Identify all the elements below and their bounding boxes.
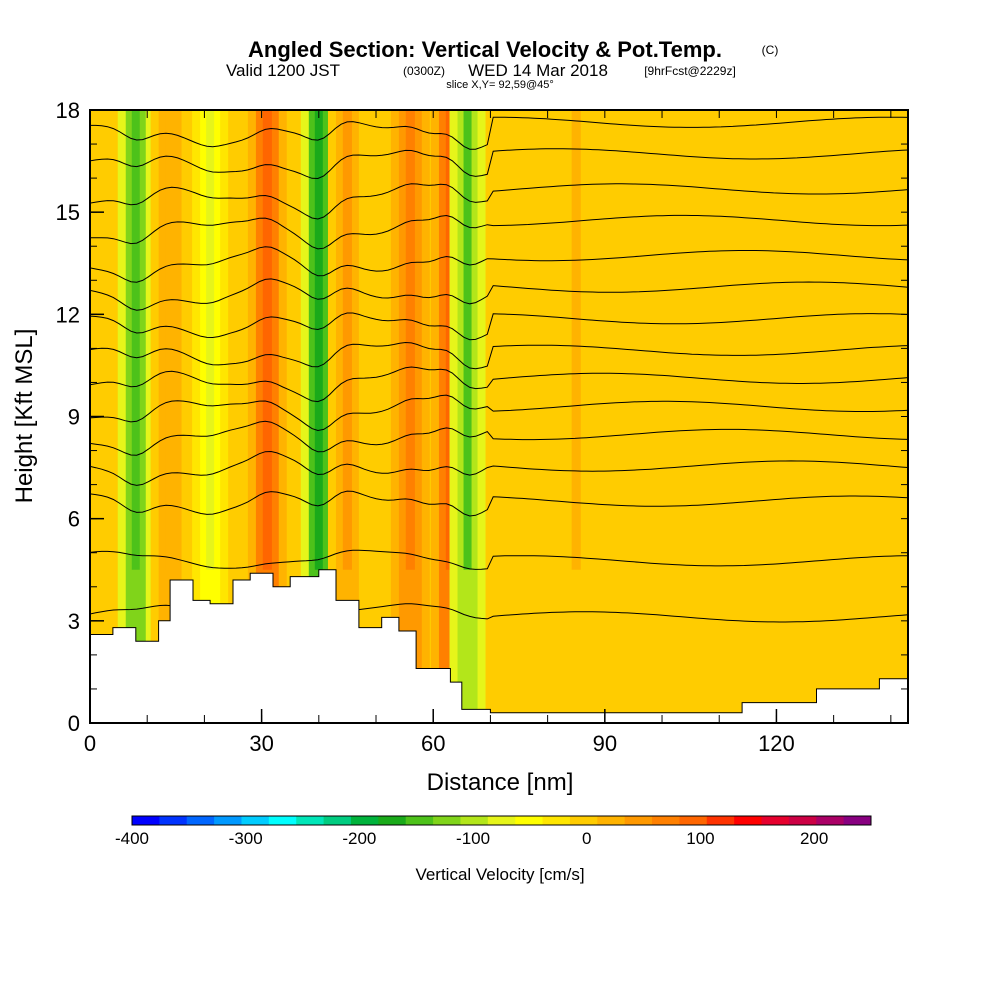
colorbar-swatch <box>268 816 297 825</box>
isotherm-line <box>90 450 908 486</box>
colorbar-swatch <box>159 816 188 825</box>
colorbar-tick-label: -100 <box>456 829 490 848</box>
colorbar-tick-label: -400 <box>115 829 149 848</box>
isotherm-line <box>90 214 908 250</box>
colorbar-swatch <box>132 816 160 825</box>
colorbar-swatch <box>323 816 352 825</box>
velocity-band-peak <box>342 110 352 570</box>
y-tick-label: 12 <box>56 302 80 327</box>
velocity-band-peak <box>262 110 272 570</box>
velocity-band-peak <box>131 110 140 570</box>
isotherm-line <box>90 549 908 570</box>
colorbar-swatch <box>761 816 790 825</box>
colorbar-swatch <box>460 816 489 825</box>
y-tick-label: 6 <box>68 507 80 532</box>
isotherm-line <box>90 148 908 180</box>
colorbar-swatch <box>624 816 653 825</box>
slice-info: slice X,Y= 92,59@45° <box>446 79 554 91</box>
colorbar-swatch <box>214 816 242 825</box>
colorbar-swatch <box>734 816 763 825</box>
y-tick-label: 3 <box>68 609 80 634</box>
x-tick-label: 90 <box>593 731 617 756</box>
isotherm-line <box>90 341 908 370</box>
x-tick-label: 30 <box>249 731 273 756</box>
isotherm-line <box>90 278 908 311</box>
valid-time: Valid 1200 JST <box>226 61 340 80</box>
colorbar-swatch <box>788 816 817 825</box>
axes: 0 30 60 90 120 0 3 6 9 12 15 18 <box>56 98 908 756</box>
copyright-mark: (C) <box>762 43 779 57</box>
x-tick-label: 60 <box>421 731 445 756</box>
isotherm-line <box>90 366 908 403</box>
isotherm-line <box>90 116 908 150</box>
colorbar-swatch <box>843 816 872 825</box>
colorbar-swatch <box>350 816 379 825</box>
isotherm-line <box>90 490 908 517</box>
velocity-band-peak <box>165 110 175 570</box>
plot-area <box>90 110 908 723</box>
colorbar-swatch <box>816 816 845 825</box>
velocity-band-peak <box>405 110 415 570</box>
isotherm-line <box>90 420 908 456</box>
x-axis-label: Distance [nm] <box>427 769 574 796</box>
colorbar-frame <box>131 815 872 826</box>
colorbar-swatch <box>378 816 407 825</box>
colorbar-swatch <box>186 816 215 825</box>
colorbar-swatch <box>515 816 544 825</box>
velocity-band-peak <box>571 110 581 570</box>
colorbar-swatch <box>569 816 598 825</box>
isotherm-line <box>90 312 908 341</box>
velocity-band-peak <box>463 110 472 570</box>
colorbar: -400 -300 -200 -100 0 100 200 <box>115 815 872 848</box>
velocity-band-peak <box>206 110 215 570</box>
velocity-band-peak <box>314 110 323 570</box>
chart-title: Angled Section: Vertical Velocity & Pot.… <box>248 37 722 62</box>
forecast-info: [9hrFcst@2229z] <box>644 64 736 78</box>
y-tick-label: 9 <box>68 405 80 430</box>
colorbar-swatch <box>433 816 461 825</box>
colorbar-tick-label: 100 <box>686 829 714 848</box>
colorbar-tick-label: 0 <box>582 829 591 848</box>
colorbar-swatch <box>597 816 626 825</box>
colorbar-title: Vertical Velocity [cm/s] <box>415 865 584 884</box>
velocity-band-peak <box>686 110 696 570</box>
y-tick-label: 15 <box>56 200 80 225</box>
colorbar-swatch <box>542 816 571 825</box>
colorbar-swatch <box>405 816 434 825</box>
isotherm-line <box>90 246 908 283</box>
x-tick-label: 120 <box>758 731 795 756</box>
velocity-band-peak <box>829 110 839 570</box>
colorbar-swatch <box>679 816 708 825</box>
valid-date: WED 14 Mar 2018 <box>468 61 608 80</box>
colorbar-tick-label: -300 <box>229 829 263 848</box>
colorbar-tick-label: 200 <box>800 829 828 848</box>
colorbar-tick-label: -200 <box>342 829 376 848</box>
colorbar-swatch <box>296 816 325 825</box>
y-axis-label: Height [Kft MSL] <box>11 329 38 504</box>
x-tick-label: 0 <box>84 731 96 756</box>
colorbar-swatch <box>706 816 735 825</box>
isotherm-line <box>90 394 908 432</box>
colorbar-swatch <box>241 816 270 825</box>
utc-time: (0300Z) <box>403 64 445 78</box>
terrain <box>90 569 908 723</box>
isotherm-line <box>90 183 908 220</box>
y-tick-label: 18 <box>56 98 80 123</box>
colorbar-swatch <box>487 816 516 825</box>
colorbar-swatch <box>652 816 680 825</box>
y-tick-label: 0 <box>68 711 80 736</box>
